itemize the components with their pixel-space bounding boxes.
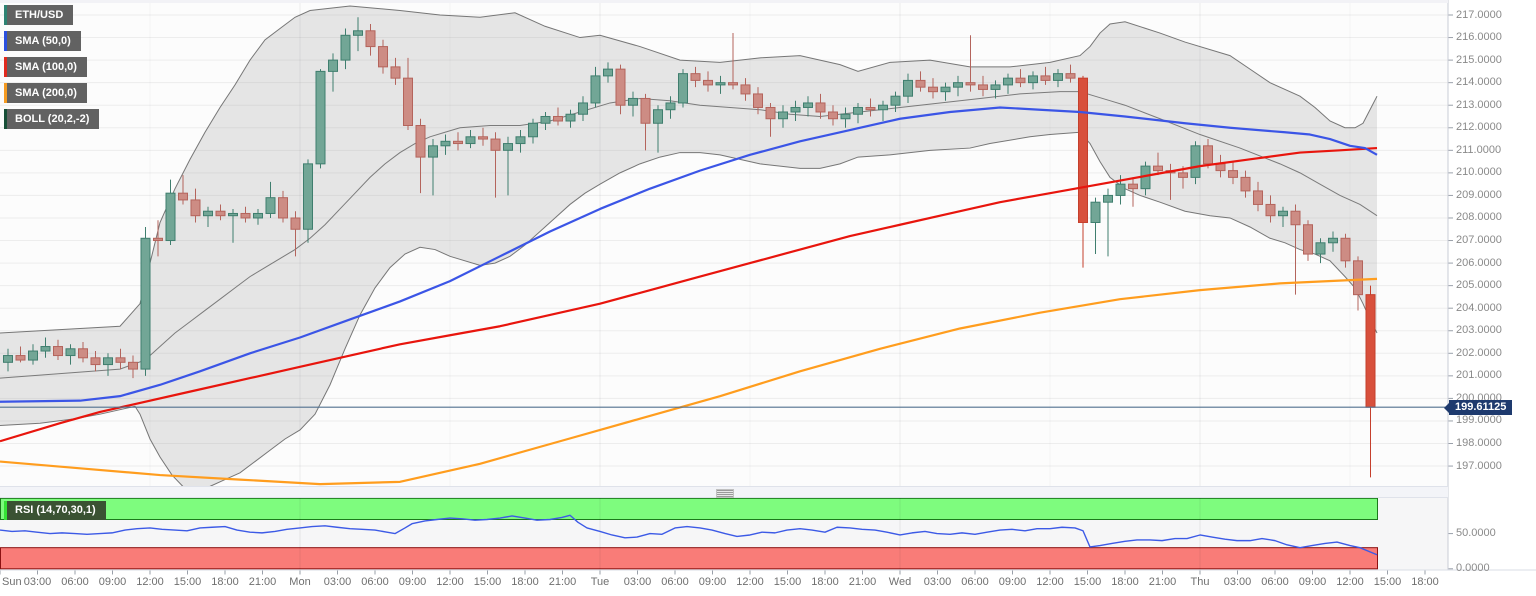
legend-item-eth-usd[interactable]: ETH/USD [4, 5, 74, 25]
time-axis-label: 18:00 [211, 576, 239, 588]
price-axis-label: 214.0000 [1456, 76, 1502, 89]
last-price-badge: 199.61125 [1443, 400, 1513, 415]
time-axis-label: 21:00 [1148, 576, 1177, 588]
time-axis-label: 15:00 [173, 576, 202, 588]
time-axis-label: 09:00 [398, 576, 427, 588]
time-axis-label: 12:00 [436, 576, 464, 588]
time-axis-label: Mon [289, 576, 311, 588]
time-axis-label: 18:00 [1411, 576, 1439, 588]
time-axis-label: 15:00 [473, 576, 502, 588]
time-axis-label: 06:00 [661, 576, 689, 588]
time-axis-label: 18:00 [811, 576, 839, 588]
time-axis-label: 03:00 [623, 576, 652, 588]
price-axis-label: 211.0000 [1456, 143, 1502, 156]
time-axis-label: 12:00 [736, 576, 764, 588]
time-axis-label: 12:00 [1336, 576, 1364, 588]
price-axis-label: 208.0000 [1456, 211, 1502, 224]
time-axis-label: 03:00 [323, 576, 352, 588]
time-axis-label: 06:00 [1261, 576, 1289, 588]
price-axis-label: 216.0000 [1456, 31, 1502, 44]
time-axis-label: 18:00 [511, 576, 539, 588]
time-axis-label: 09:00 [98, 576, 127, 588]
time-axis-label: 09:00 [998, 576, 1027, 588]
time-axis-label: 18:00 [1111, 576, 1139, 588]
price-axis-label: 197.0000 [1456, 459, 1502, 472]
time-axis-label: 12:00 [1036, 576, 1064, 588]
price-axis-label: 210.0000 [1456, 166, 1502, 179]
rsi-oversold-zone [0, 547, 1378, 570]
time-axis-label: 06:00 [961, 576, 989, 588]
time-axis-label: Thu [1190, 576, 1210, 588]
price-axis-label: 202.0000 [1456, 346, 1502, 359]
price-axis-label: 207.0000 [1456, 234, 1502, 247]
price-axis-label: 199.0000 [1456, 414, 1502, 427]
rsi-axis-label: 0.0000 [1456, 562, 1490, 575]
rsi-line [0, 514, 1378, 556]
indicator-legend: ETH/USD SMA (50,0) SMA (100,0) SMA (200,0) B… [4, 5, 100, 135]
legend-item-rsi[interactable]: RSI (14,70,30,1) [4, 501, 106, 520]
price-axis-label: 198.0000 [1456, 437, 1502, 449]
time-axis-label: 09:00 [698, 576, 727, 588]
price-axis-label: 206.0000 [1456, 256, 1502, 269]
sma100-line [0, 146, 1378, 443]
legend-item-boll-20-2-2[interactable]: BOLL (20,2,-2) [4, 109, 100, 129]
price-axis-label: 215.0000 [1456, 53, 1502, 66]
price-axis-label: 204.0000 [1456, 301, 1502, 314]
legend-item-sma-100-0[interactable]: SMA (100,0) [4, 57, 87, 77]
splitter-grip-icon[interactable] [716, 489, 734, 498]
legend-item-sma-200-0[interactable]: SMA (200,0) [4, 83, 87, 103]
price-axis-label: 203.0000 [1456, 324, 1502, 337]
time-axis-label: 03:00 [923, 576, 952, 588]
time-axis-label: 06:00 [361, 576, 389, 588]
time-axis-label: Sun [2, 576, 22, 588]
price-axis-label: 209.0000 [1456, 188, 1502, 201]
legend-item-sma-50-0[interactable]: SMA (50,0) [4, 31, 81, 51]
rsi-overbought-zone [0, 497, 1378, 520]
time-axis-label: 12:00 [136, 576, 164, 588]
time-axis-label: 21:00 [548, 576, 577, 588]
rsi-axis-label: 50.0000 [1456, 527, 1496, 540]
price-axis-label: 217.0000 [1456, 8, 1502, 21]
sma50-line [0, 106, 1378, 403]
price-axis-label: 213.0000 [1456, 98, 1502, 111]
time-axis-label: 03:00 [23, 576, 52, 588]
time-axis-label: 21:00 [248, 576, 277, 588]
time-axis-label: Tue [590, 576, 610, 588]
time-axis-label: 21:00 [848, 576, 877, 588]
time-axis-label: 03:00 [1223, 576, 1252, 588]
price-axis-label: 212.0000 [1456, 121, 1502, 134]
time-axis-label: 15:00 [1073, 576, 1102, 588]
top-strip [0, 0, 1448, 3]
time-axis-label: 09:00 [1298, 576, 1327, 588]
time-axis-label: 15:00 [1373, 576, 1402, 588]
time-axis-label: 15:00 [773, 576, 802, 588]
time-axis-label: Wed [888, 576, 912, 588]
price-axis-label: 205.0000 [1456, 279, 1502, 292]
panel-splitter[interactable] [0, 486, 1448, 498]
time-axis-label: 06:00 [61, 576, 89, 588]
price-axis-label: 201.0000 [1456, 369, 1502, 382]
